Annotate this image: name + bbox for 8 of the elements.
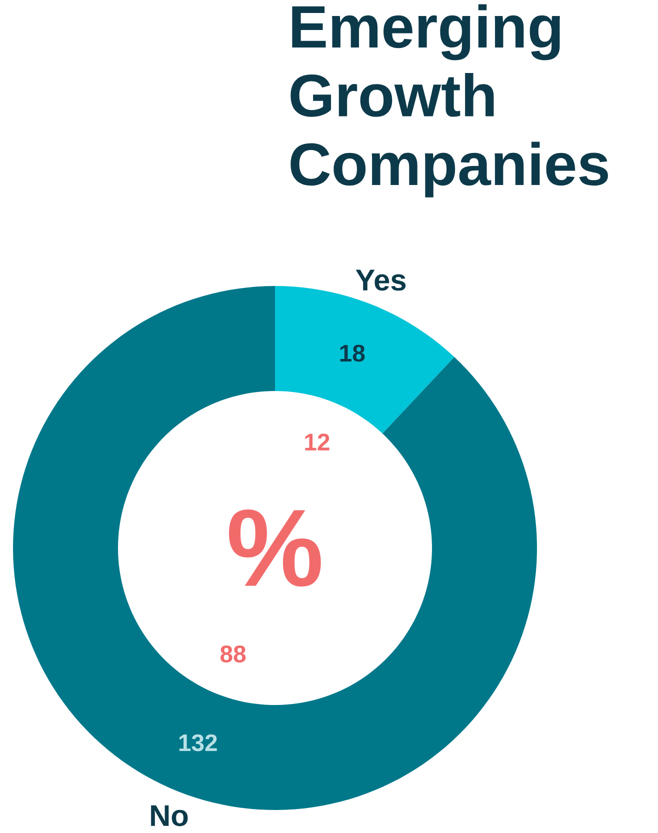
- text: 88: [220, 646, 246, 662]
- data-label: 132: [179, 734, 217, 752]
- slice-label: No: [151, 805, 188, 826]
- slice-label: Yes: [356, 270, 406, 291]
- data-label: 18: [340, 344, 365, 362]
- text: 12: [305, 434, 330, 450]
- text: %: [229, 509, 321, 587]
- chart-title: Emerging Growth Companies: [290, 4, 608, 198]
